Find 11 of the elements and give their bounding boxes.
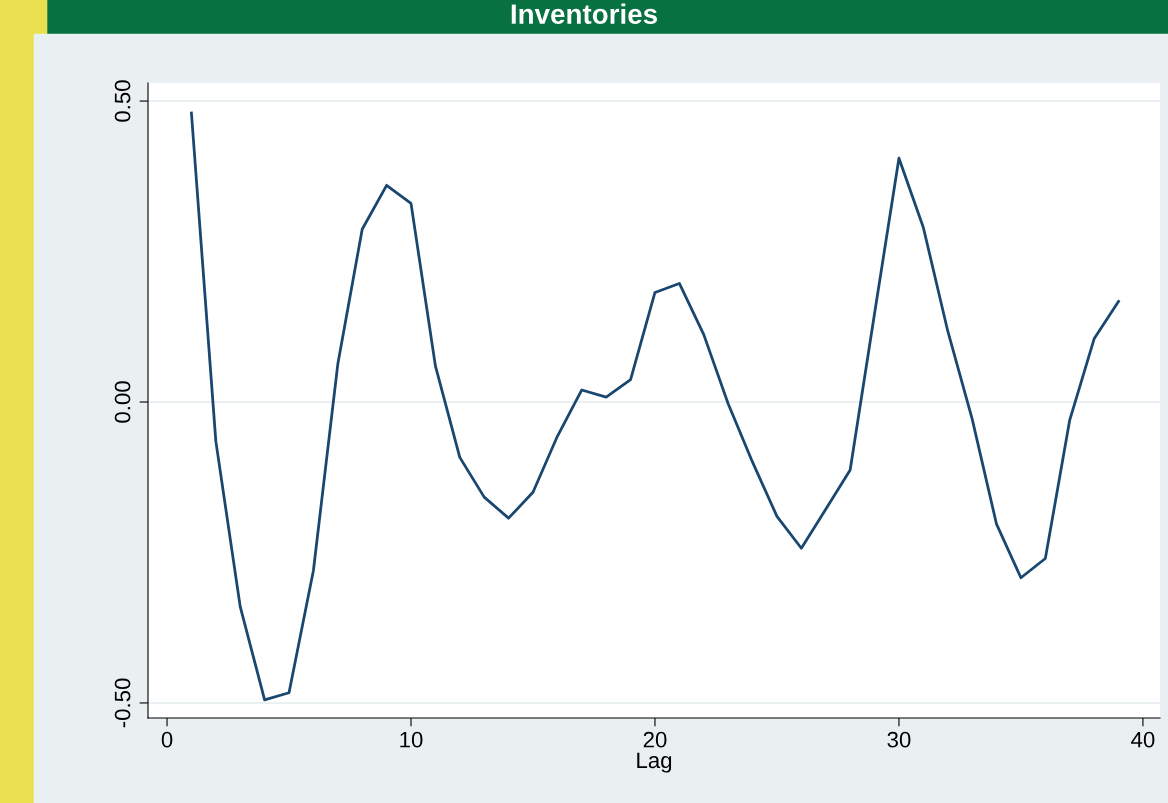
x-tick-label: 10 [400, 731, 423, 748]
y-tick-label: -0.50 [114, 678, 131, 728]
line-series [190, 111, 1120, 702]
chart-title: Inventories [511, 3, 657, 24]
y-tick-label: 0.50 [114, 80, 131, 122]
x-tick-label: 30 [887, 731, 911, 748]
y-tick-label: 0.00 [114, 381, 131, 423]
x-tick-label: 40 [1131, 731, 1155, 748]
x-tick-label: 0 [161, 731, 173, 748]
x-axis-title: Lag [637, 752, 672, 773]
x-tick-label: 20 [643, 731, 667, 748]
